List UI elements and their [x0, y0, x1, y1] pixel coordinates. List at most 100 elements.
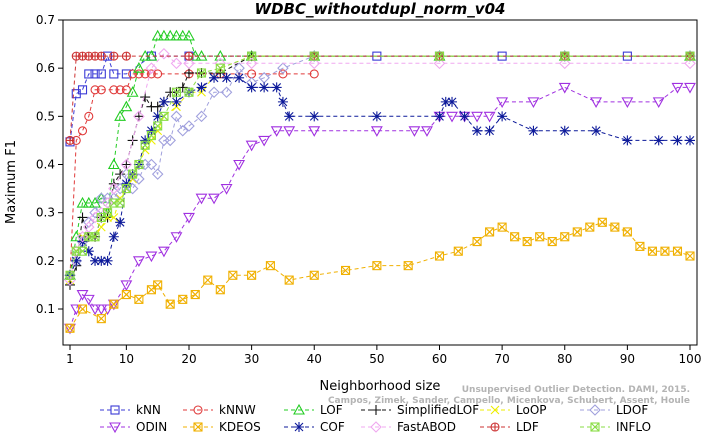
- data-point-fastabod: [183, 57, 195, 70]
- data-point-odin: [408, 126, 421, 137]
- data-point-simplifiedlof: [121, 159, 132, 170]
- data-point-kdeos: [109, 299, 119, 309]
- data-point-ldf: [184, 51, 194, 61]
- data-point-cof: [459, 111, 470, 122]
- data-point-kdeos: [78, 304, 87, 314]
- data-point-kdeos: [560, 232, 570, 242]
- data-point-inflo: [65, 270, 75, 280]
- data-point-cof: [497, 111, 508, 122]
- data-point-inflo: [172, 87, 181, 97]
- data-point-cof: [152, 111, 163, 122]
- data-point-lof: [170, 29, 183, 41]
- data-point-odin: [527, 97, 540, 109]
- data-point-odin: [195, 193, 208, 205]
- data-point-knnw: [90, 85, 100, 95]
- x-tick-label: 30: [244, 352, 259, 366]
- data-point-kdeos: [648, 246, 657, 256]
- data-point-simplifiedlof: [121, 159, 132, 170]
- legend-item-odin: ODIN: [100, 420, 167, 434]
- data-point-kdeos: [597, 217, 607, 227]
- legend-item-simplifiedlof: SimplifiedLOF: [361, 403, 479, 417]
- data-point-inflo: [128, 169, 138, 179]
- legend-label: LDF: [516, 420, 539, 434]
- legend-marker-kdeos: [193, 422, 203, 432]
- data-point-odin: [258, 135, 271, 147]
- data-point-inflo: [309, 51, 319, 61]
- data-point-cof: [447, 96, 458, 107]
- legend-marker-inflo: [590, 422, 600, 432]
- data-point-ldof: [164, 134, 176, 147]
- data-point-inflo: [103, 208, 112, 218]
- data-point-knnw: [134, 69, 144, 79]
- data-point-inflo: [196, 68, 207, 78]
- data-point-kdeos: [660, 246, 670, 256]
- data-point-fastabod: [145, 62, 158, 74]
- data-point-kdeos: [284, 275, 294, 285]
- data-point-knn: [90, 69, 100, 79]
- data-point-kdeos: [453, 246, 463, 256]
- data-point-ldf: [65, 135, 75, 145]
- data-point-inflo: [159, 111, 169, 121]
- data-point-kdeos: [265, 261, 275, 271]
- data-point-ldof: [208, 86, 220, 99]
- data-point-cof: [440, 96, 451, 107]
- data-point-kdeos: [203, 275, 213, 285]
- data-point-fastabod: [120, 158, 133, 171]
- legend-marker-ldof: [589, 404, 601, 416]
- data-point-fastabod: [308, 57, 321, 70]
- data-point-kdeos: [610, 222, 620, 232]
- data-point-kdeos: [647, 246, 657, 256]
- series-line-fastabod: [69, 53, 690, 281]
- data-point-odin: [270, 126, 283, 137]
- data-point-lof: [120, 100, 133, 112]
- data-point-knnw: [96, 85, 106, 95]
- data-point-cof: [146, 125, 157, 136]
- data-point-fastabod: [76, 230, 89, 243]
- data-point-simplifiedlof: [152, 101, 163, 112]
- data-point-ldf: [66, 136, 74, 145]
- data-point-knnw: [140, 69, 150, 79]
- legend-marker-fastabod: [370, 421, 382, 433]
- data-point-cof: [277, 96, 288, 107]
- data-point-kdeos: [178, 294, 188, 304]
- data-point-simplifiedlof: [133, 111, 144, 122]
- data-point-cof: [209, 72, 220, 83]
- data-point-lof: [107, 158, 120, 170]
- data-point-odin: [621, 97, 634, 109]
- data-point-kdeos: [685, 251, 695, 261]
- data-point-inflo: [96, 212, 106, 223]
- data-point-inflo: [685, 51, 695, 61]
- data-point-odin: [132, 256, 145, 267]
- data-point-cof: [90, 255, 101, 266]
- data-point-kdeos: [547, 237, 557, 246]
- data-point-lof: [170, 29, 183, 41]
- data-point-odin: [183, 212, 195, 224]
- data-point-odin: [684, 82, 696, 94]
- data-point-fastabod: [108, 182, 120, 195]
- data-point-lof: [158, 29, 170, 41]
- data-point-inflo: [197, 68, 206, 78]
- data-point-cof: [83, 246, 94, 257]
- data-point-kdeos: [560, 232, 570, 242]
- legend-item-knnw: kNNW: [183, 403, 256, 417]
- data-point-kdeos: [153, 280, 163, 290]
- data-point-ldof: [220, 86, 233, 99]
- data-point-ldof: [176, 125, 189, 137]
- data-point-fastabod: [133, 110, 145, 123]
- data-point-cof: [246, 82, 257, 93]
- data-point-kdeos: [673, 246, 682, 256]
- data-point-cof: [171, 96, 182, 107]
- data-point-inflo: [77, 246, 88, 256]
- legend-marker-knn: [110, 405, 120, 415]
- data-point-inflo: [159, 111, 169, 121]
- data-point-odin: [245, 140, 258, 152]
- data-point-cof: [102, 255, 113, 266]
- x-tick-label: 40: [307, 352, 322, 366]
- data-point-knn: [121, 69, 131, 79]
- data-point-kdeos: [203, 275, 213, 285]
- data-point-kdeos: [472, 237, 482, 246]
- legend-marker-simplifiedlof: [371, 405, 381, 415]
- data-point-kdeos: [622, 227, 632, 237]
- data-point-kdeos: [247, 270, 257, 280]
- data-point-fastabod: [183, 57, 195, 70]
